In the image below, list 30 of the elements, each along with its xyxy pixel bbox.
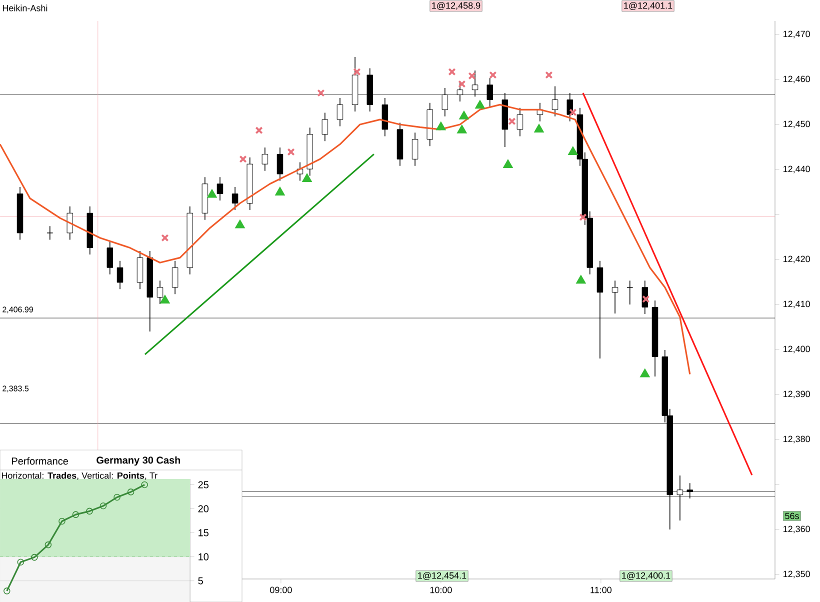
y-tick-label: 10 xyxy=(198,553,209,560)
x-tick-label: 11:00 xyxy=(590,586,612,594)
y-tick-label: 12,360 xyxy=(783,526,810,534)
chart-title: Performance xyxy=(12,457,68,465)
y-tick-label: 25 xyxy=(198,481,209,488)
y-tick-label: 12,380 xyxy=(783,436,810,444)
x-tick-label: 10:00 xyxy=(430,586,452,594)
y-tick-label: 12,420 xyxy=(783,256,810,264)
y-tick-label: 15 xyxy=(198,529,209,536)
y-tick-label: 12,470 xyxy=(783,30,810,38)
y-tick-label: 12,350 xyxy=(783,570,810,578)
text: 1@12,401.1 xyxy=(624,2,672,10)
annotation: Germany 30 Cash xyxy=(96,456,180,466)
y-tick-label: 12,450 xyxy=(783,120,810,128)
y-tick-label: 12,390 xyxy=(783,390,810,398)
chart-subtitle: Horizontal: Trades, Vertical: Points, Tr xyxy=(2,472,158,480)
annotation: 1@12,400.1 xyxy=(622,572,670,580)
annotation: 2,406.99 xyxy=(2,306,33,314)
y-tick-label: 12,440 xyxy=(783,166,810,174)
y-tick-label: 20 xyxy=(198,505,209,512)
y-tick-label: 12,410 xyxy=(783,300,810,308)
text: 56s xyxy=(785,512,799,520)
annotation: 1@12,454.1 xyxy=(418,572,466,580)
y-tick-label: 12,400 xyxy=(783,346,810,354)
y-tick-label: 5 xyxy=(198,577,203,584)
chart-title: Heikin-Ashi xyxy=(2,4,48,12)
x-tick-label: 09:00 xyxy=(270,586,292,594)
text: 1@12,458.9 xyxy=(432,2,480,10)
annotation: 2,383.5 xyxy=(2,386,29,392)
y-tick-label: 12,460 xyxy=(783,76,810,84)
